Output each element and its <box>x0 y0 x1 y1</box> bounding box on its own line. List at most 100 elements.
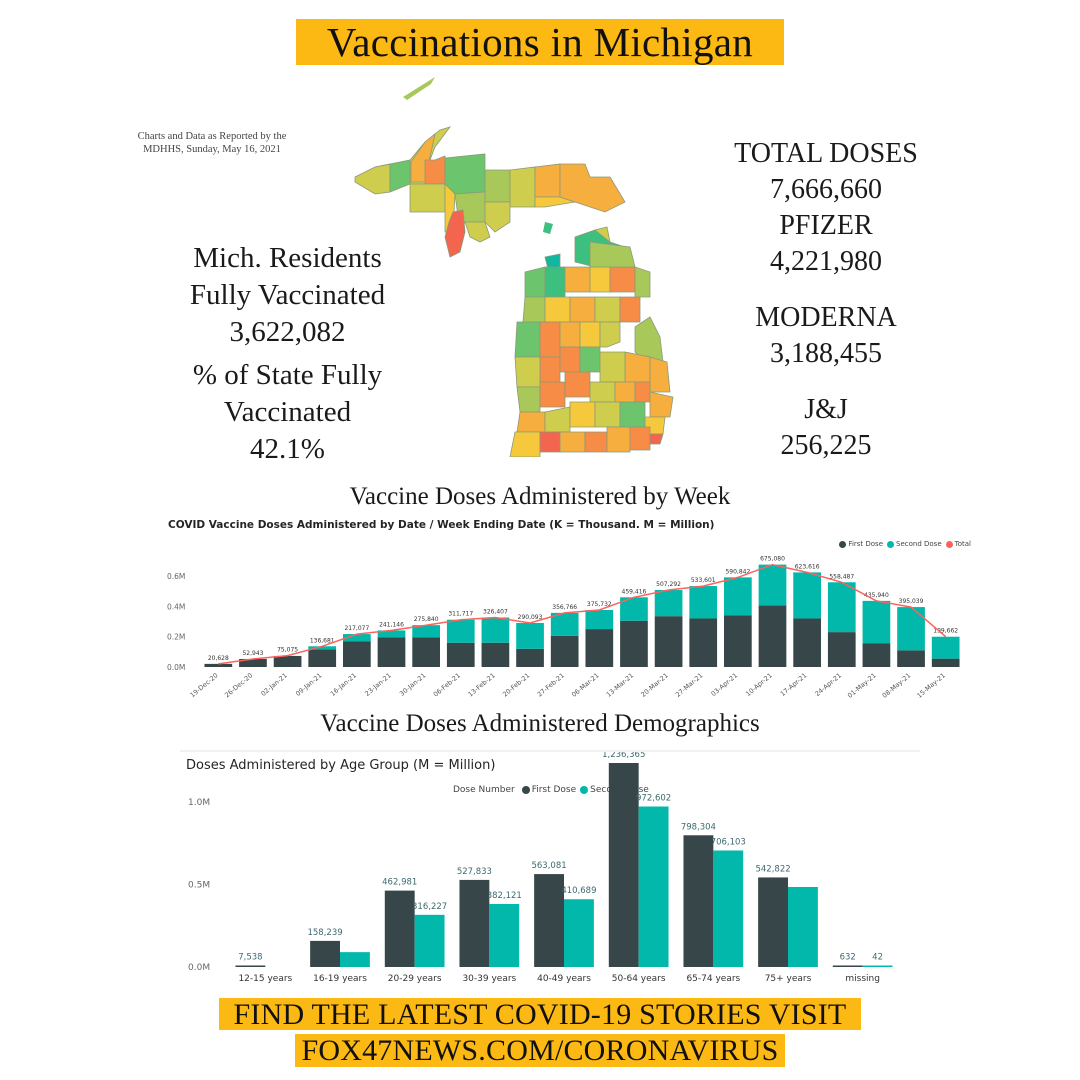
x-tick-label: 02-Jan-21 <box>260 671 289 697</box>
first-dose-value-label: 563,081 <box>531 861 566 871</box>
legend-second-dose[interactable]: Second Dose <box>887 540 942 548</box>
total-line <box>218 563 947 665</box>
total-label: 75,075 <box>277 647 298 654</box>
x-tick-label: 19-Dec-20 <box>189 671 220 699</box>
second-dose-bar <box>897 607 925 651</box>
first-dose-bar <box>204 663 233 667</box>
second-dose-bar <box>377 630 406 638</box>
total-label: 275,840 <box>414 616 439 623</box>
y-tick-label: 0.0M <box>167 663 185 672</box>
first-dose-bar <box>459 879 490 967</box>
first-dose-bar <box>832 965 863 967</box>
x-tick-label: 16-19 years <box>313 974 367 984</box>
first-dose-bar <box>343 641 371 667</box>
x-tick-label: 01-May-21 <box>846 671 878 699</box>
second-dose-bar <box>340 952 370 967</box>
x-tick-label: 50-64 years <box>612 974 666 984</box>
legend-first-dose[interactable]: First Dose <box>839 540 883 548</box>
x-tick-label: 24-Apr-21 <box>813 671 843 698</box>
moderna-label: MODERNA <box>755 302 897 333</box>
legend-first-dose[interactable]: First Dose <box>521 785 576 795</box>
second-dose-bar <box>638 806 669 967</box>
weekly-chart-legend: First Dose Second Dose Total <box>839 540 971 548</box>
source-note-line-2: MDHHS, Sunday, May 16, 2021 <box>143 144 281 155</box>
source-note: Charts and Data as Reported by the MDHHS… <box>112 130 312 156</box>
total-label: 623,616 <box>795 563 820 570</box>
first-dose-value-label: 158,239 <box>307 928 342 938</box>
total-label: 435,940 <box>864 592 889 599</box>
second-dose-value-label: 42 <box>872 953 883 963</box>
second-dose-value-label: 382,121 <box>487 891 522 901</box>
total-label: 395,039 <box>899 598 924 605</box>
second-dose-bar <box>788 886 818 967</box>
second-dose-value-label: 972,602 <box>636 794 671 804</box>
moderna-value: 3,188,455 <box>770 338 882 369</box>
legend-title: Dose Number <box>453 785 515 795</box>
total-label: 199,662 <box>933 628 958 635</box>
x-tick-label: 16-Jan-21 <box>329 671 358 697</box>
second-dose-bar <box>446 619 475 643</box>
second-dose-bar <box>862 600 891 644</box>
cta-link[interactable]: FOX47NEWS.COM/CORONAVIRUS <box>295 1034 785 1067</box>
first-dose-bar <box>608 762 639 967</box>
age-chart-title: Doses Administered by Age Group (M = Mil… <box>186 758 496 773</box>
second-dose-bar <box>550 612 579 636</box>
total-label: 533,601 <box>691 577 716 584</box>
second-dose-bar <box>758 564 787 606</box>
x-tick-label: 17-Apr-21 <box>779 671 809 698</box>
percent-value: 42.1% <box>250 433 325 465</box>
percent-label-1: % of State Fully <box>192 359 383 391</box>
first-dose-bar <box>724 615 752 667</box>
first-dose-bar <box>384 890 415 967</box>
x-tick-label: 06-Feb-21 <box>432 671 462 698</box>
second-dose-bar <box>585 610 614 630</box>
first-dose-bar <box>897 650 925 667</box>
first-dose-bar <box>585 629 614 667</box>
michigan-map-svg <box>354 77 674 458</box>
total-label: 590,842 <box>725 568 750 575</box>
y-tick-label: 0.6M <box>167 572 185 581</box>
first-dose-bar <box>308 649 337 667</box>
first-dose-bar <box>273 655 302 667</box>
first-dose-bar <box>550 635 579 667</box>
demographics-section-heading: Vaccine Doses Administered Demographics <box>320 710 760 737</box>
y-tick-label: 0.0M <box>188 963 210 973</box>
first-dose-value-label: 1,236,365 <box>602 752 645 760</box>
cta-line-1: FIND THE LATEST COVID-19 STORIES VISIT <box>219 998 861 1031</box>
total-label: 356,766 <box>552 604 577 611</box>
michigan-county-map <box>345 72 685 458</box>
pfizer-value: 4,221,980 <box>770 246 882 277</box>
first-dose-bar <box>620 620 648 667</box>
jj-value: 256,225 <box>780 430 872 461</box>
x-tick-label: 30-39 years <box>462 974 516 984</box>
second-dose-bar <box>343 634 371 642</box>
first-dose-bar <box>235 965 266 967</box>
x-tick-label: 23-Jan-21 <box>363 671 392 697</box>
y-tick-label: 0.2M <box>167 633 185 642</box>
first-dose-bar <box>758 877 788 967</box>
second-dose-dot-icon <box>580 786 589 794</box>
second-dose-bar <box>481 617 510 643</box>
page-title: Vaccinations in Michigan <box>326 19 754 65</box>
residents-label-1: Mich. Residents <box>193 242 382 274</box>
total-label: 558,487 <box>829 573 854 580</box>
weekly-section-heading: Vaccine Doses Administered by Week <box>349 483 731 510</box>
x-tick-label: 03-Apr-21 <box>710 671 740 698</box>
second-dose-bar <box>931 636 960 659</box>
pfizer-label: PFIZER <box>779 210 873 241</box>
first-dose-bar <box>310 940 340 967</box>
left-stats: Mich. Residents Fully Vaccinated 3,622,0… <box>160 240 415 468</box>
second-dose-bar <box>412 625 440 638</box>
x-tick-label: 13-Feb-21 <box>466 671 496 698</box>
legend-total[interactable]: Total <box>945 540 971 548</box>
first-dose-bar <box>412 637 440 667</box>
second-dose-bar <box>827 582 856 633</box>
second-dose-value-label: 316,227 <box>412 902 447 912</box>
first-dose-bar <box>516 648 544 667</box>
first-dose-bar <box>758 605 787 667</box>
age-group-chart: Doses Administered by Age Group (M = Mil… <box>180 750 920 990</box>
age-chart-plot: 0.0M 0.5M 1.0M 7,538 12-15 years 158,239 16-19… <box>188 752 893 984</box>
x-tick-label: 27-Feb-21 <box>536 671 566 698</box>
weekly-chart-title: COVID Vaccine Doses Administered by Date… <box>168 519 715 531</box>
first-dose-bar <box>793 618 821 667</box>
